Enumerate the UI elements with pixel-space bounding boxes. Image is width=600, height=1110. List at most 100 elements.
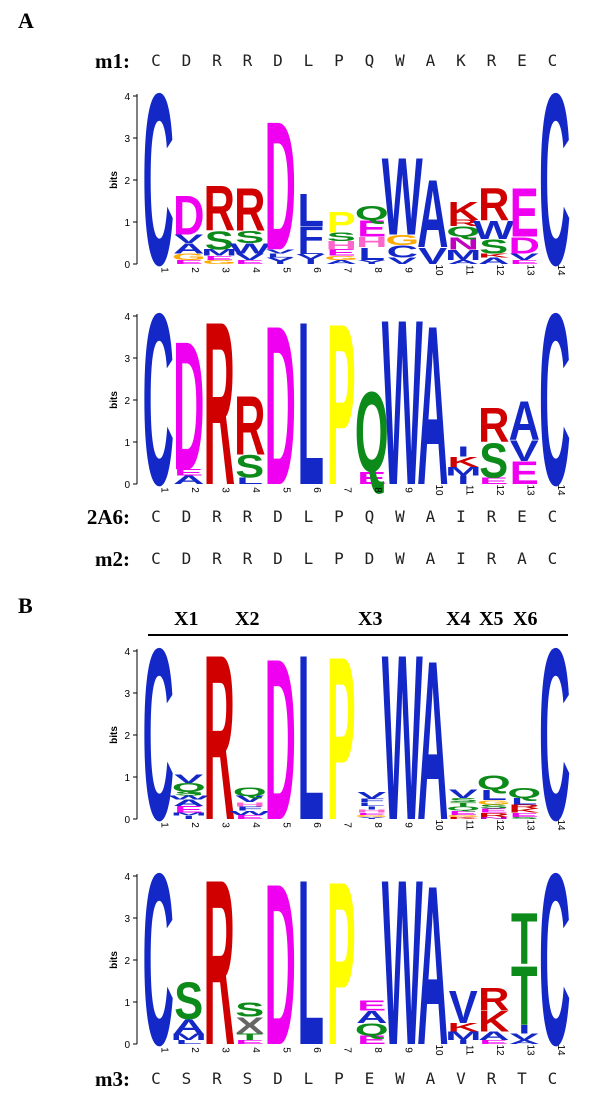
position-label: 5	[280, 1047, 291, 1053]
logo-letter-s: S	[235, 999, 264, 1022]
sequence-residue: D	[273, 507, 283, 526]
logo-letter-w: W	[168, 794, 210, 801]
position-label: 2	[189, 822, 200, 828]
sequence-residue: L	[303, 507, 314, 526]
logo-letter-y: Y	[357, 816, 386, 819]
sequence-residue: D	[364, 549, 375, 568]
sequence-residue: R	[242, 507, 253, 526]
y-tick-label: 0	[124, 480, 130, 491]
logo-letter-r: R	[478, 982, 509, 1018]
logo-letter-e: E	[510, 812, 539, 819]
logo-letter-a: A	[478, 256, 509, 266]
sequence-residue: R	[486, 549, 497, 568]
sequence-residue: D	[181, 51, 192, 70]
position-label: 6	[311, 822, 322, 828]
logo-letter-r: R	[204, 172, 235, 245]
logo-letter-l: L	[298, 273, 324, 534]
position-label: 9	[402, 1047, 413, 1053]
logo-letter-f: F	[237, 805, 263, 812]
sequence-residue: D	[181, 549, 192, 568]
logo-letter-k: K	[448, 1021, 479, 1034]
logo-letter-l: L	[297, 183, 324, 236]
logo-letter-s: S	[205, 226, 234, 255]
position-label: 1	[158, 267, 169, 273]
sequence-residue: P	[334, 549, 344, 568]
position-label: 13	[524, 484, 535, 496]
logo-letter-r: R	[478, 397, 509, 452]
sequence-residue: R	[486, 507, 497, 526]
sequence-label-2a6: 2A6:	[86, 505, 130, 529]
logo-letter-v: V	[449, 981, 478, 1034]
logo-letter-v: V	[174, 232, 203, 245]
logo-letter-e: E	[357, 812, 386, 815]
sequence-residue: R	[212, 549, 222, 568]
sequence-residue: C	[151, 1069, 161, 1088]
logo-letter-e: E	[357, 469, 386, 489]
logo-letter-g: G	[446, 814, 480, 817]
position-label: 1	[158, 822, 169, 828]
y-tick-label: 1	[124, 773, 130, 784]
sequence-residue: L	[303, 1069, 314, 1088]
logo-letter-d: D	[173, 184, 204, 246]
logo-letter-p: P	[327, 277, 356, 534]
logo-letter-s: S	[510, 816, 539, 819]
position-label: 12	[494, 1044, 505, 1056]
logo-letter-s: S	[235, 449, 264, 485]
logo-letter-i: I	[457, 444, 469, 460]
logo-letter-a: A	[417, 160, 448, 268]
logo-letter-w: W	[382, 135, 423, 259]
logo-letter-c: C	[539, 824, 570, 1097]
sequence-residue: W	[395, 549, 405, 568]
y-axis-label: bits	[109, 171, 120, 189]
logo-letter-e: E	[205, 255, 234, 262]
logo-letter-v: V	[510, 435, 539, 467]
logo-letter-q: Q	[355, 202, 389, 225]
logo-letter-r: R	[448, 218, 479, 228]
sequence-label-m1: m1:	[95, 49, 130, 73]
logo-letter-a: A	[173, 473, 204, 486]
position-label: 2	[189, 267, 200, 273]
logo-letter-l: L	[298, 605, 324, 869]
logo-letter-m: M	[201, 248, 237, 258]
sequence-residue: C	[151, 549, 161, 568]
logo-letter-g: G	[355, 814, 389, 817]
logo-letter-d: D	[265, 84, 296, 289]
y-tick-label: 0	[124, 815, 130, 826]
logo-letter-q: Q	[355, 1020, 389, 1040]
logo-letter-g: G	[385, 232, 419, 248]
y-axis-label: bits	[109, 391, 120, 409]
logo-letter-a: A	[173, 240, 204, 256]
sequence-residue: C	[547, 549, 558, 568]
y-axis-label: bits	[109, 951, 120, 969]
logo-letter-n: N	[478, 816, 509, 819]
logo-letter-l: L	[237, 476, 263, 486]
sequence-residue: A	[425, 1069, 436, 1088]
sequence-residue: P	[334, 51, 344, 70]
logo-letter-e: E	[357, 1033, 386, 1046]
position-label: 13	[524, 264, 535, 276]
logo-letter-l: L	[511, 796, 537, 806]
sequence-residue: T	[517, 1069, 527, 1088]
sequence-residue: L	[303, 51, 314, 70]
logo-letter-a: A	[509, 1039, 540, 1046]
sequence-residue: C	[547, 507, 558, 526]
logo-letter-r: R	[478, 812, 509, 819]
logo-letter-l: L	[359, 244, 385, 264]
sequence-residue: R	[212, 51, 222, 70]
position-label: 10	[433, 484, 444, 496]
logo-letter-a: A	[173, 1015, 204, 1038]
position-label: 12	[494, 264, 505, 276]
logo-letter-h: H	[356, 808, 387, 813]
logo-letter-l: L	[480, 787, 507, 803]
position-label: 3	[219, 267, 230, 273]
logo-letter-f: F	[359, 797, 385, 804]
logo-letter-q: Q	[172, 781, 206, 794]
y-tick-label: 4	[124, 872, 130, 883]
logo-letter-l: L	[267, 252, 293, 259]
sequence-row-m2: m2: C D R R D L P D W A I R A C	[0, 547, 600, 571]
position-label: 11	[463, 1045, 474, 1056]
position-label: 7	[341, 822, 352, 828]
logo-letter-e: E	[174, 259, 203, 266]
logo-letter-n: N	[448, 234, 479, 254]
logo-letter-g: G	[202, 259, 236, 266]
